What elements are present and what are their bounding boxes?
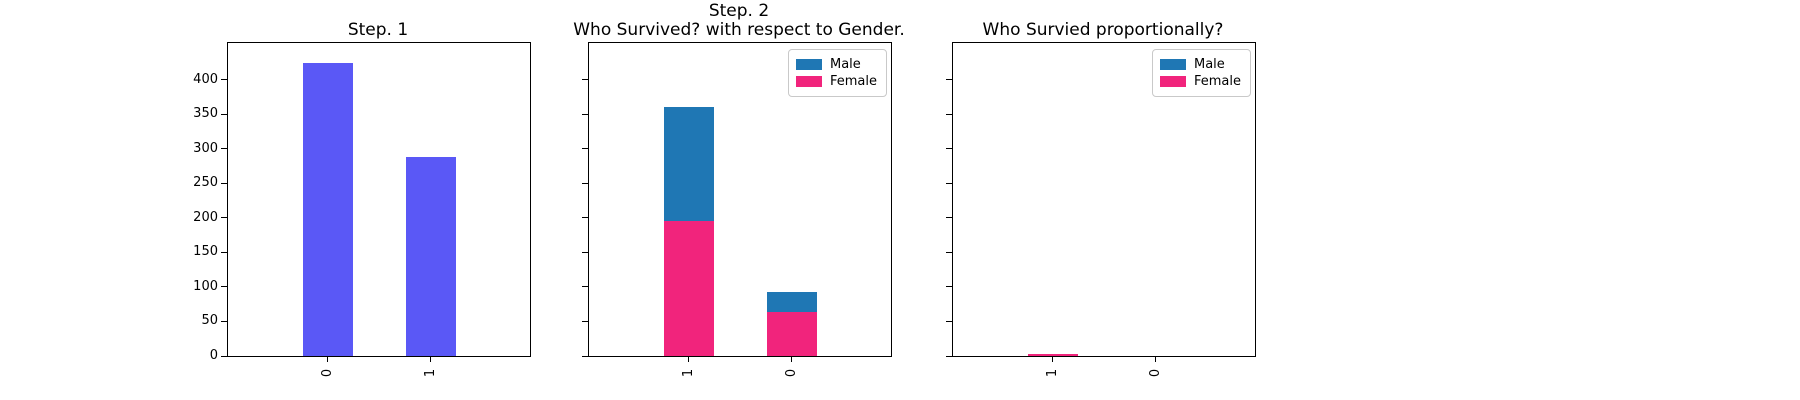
y-axis-tick (946, 182, 952, 184)
y-axis-tick (946, 251, 952, 253)
y-axis-tick (946, 320, 952, 322)
y-axis-tick-label: 150 (193, 244, 218, 260)
female-color-swatch (1159, 76, 1186, 87)
legend: Male Female (1151, 49, 1251, 97)
chart-step2: Step. 2 Who Survived? with respect to Ge… (573, 0, 905, 400)
y-axis-tick (221, 113, 227, 115)
plot-title-line2: Who Survived? with respect to Gender. (573, 20, 905, 40)
y-axis-tick-label: 300 (193, 140, 218, 156)
x-axis-tick (327, 356, 329, 362)
y-axis-tick (221, 286, 227, 288)
y-axis-tick (221, 355, 227, 357)
y-axis-tick-label: 200 (193, 209, 218, 225)
chart-step3: Who Survied proportionally? 1 0 Male Female (946, 0, 1256, 400)
x-axis-tick-label: 0 (319, 368, 335, 378)
y-axis-tick (221, 217, 227, 219)
plot-title-line1: Step. 2 (708, 1, 770, 21)
x-axis-tick-label: 0 (783, 368, 799, 378)
y-axis-tick-label: 0 (209, 348, 218, 363)
y-axis-tick (221, 251, 227, 253)
y-axis-tick (946, 217, 952, 219)
bar-segment-female-cat0 (766, 312, 817, 356)
y-axis-tick (582, 217, 588, 219)
bar-segment-male-cat0 (766, 291, 817, 313)
x-axis-tick (1155, 356, 1157, 362)
y-axis-tick (582, 148, 588, 150)
bar-cat1 (405, 157, 456, 356)
x-axis-tick (791, 356, 793, 362)
x-axis-tick (688, 356, 690, 362)
y-axis-tick (582, 113, 588, 115)
y-axis-tick (946, 113, 952, 115)
x-axis-tick-label: 1 (1044, 368, 1060, 378)
y-axis-tick (221, 320, 227, 322)
y-axis-tick (582, 286, 588, 288)
y-axis-tick (582, 79, 588, 81)
legend-label: Male (829, 57, 861, 72)
y-axis-tick (582, 251, 588, 253)
y-axis-tick (946, 286, 952, 288)
x-axis-tick-label: 1 (680, 368, 696, 378)
male-color-swatch (795, 59, 822, 70)
legend-label: Female (1193, 74, 1241, 89)
female-color-swatch (795, 76, 822, 87)
legend-item-female: Female (1159, 74, 1241, 89)
bar-segment-male-cat1 (663, 107, 714, 222)
y-axis-tick-label: 350 (193, 106, 218, 122)
plot-area: 1 0 Male Female (946, 42, 1256, 377)
male-color-swatch (1159, 59, 1186, 70)
y-axis-tick (946, 355, 952, 357)
y-axis-tick-label: 400 (193, 71, 218, 87)
legend: Male Female (787, 49, 887, 97)
plot-area: 0 50 100 150 200 250 300 350 400 0 1 (193, 42, 531, 377)
y-axis-tick (582, 182, 588, 184)
y-axis-tick-label: 250 (193, 175, 218, 191)
y-axis-tick (946, 79, 952, 81)
plot-area: 1 0 Male Female (582, 42, 892, 377)
plot-title: Step. 1 (347, 20, 409, 40)
legend-item-male: Male (795, 57, 877, 72)
x-axis-tick (1052, 356, 1054, 362)
plot-title: Who Survied proportionally? (982, 20, 1224, 40)
y-axis-tick (946, 148, 952, 150)
legend-item-male: Male (1159, 57, 1241, 72)
bar-cat0 (302, 63, 353, 356)
x-axis-tick-label: 1 (422, 368, 438, 378)
legend-label: Female (829, 74, 877, 89)
legend-label: Male (1193, 57, 1225, 72)
y-axis-tick (221, 148, 227, 150)
x-axis-tick-label: 0 (1147, 368, 1163, 378)
x-axis-tick (430, 356, 432, 362)
y-axis-tick (221, 79, 227, 81)
bar-segment-female-cat1 (663, 221, 714, 356)
y-axis-tick (582, 355, 588, 357)
legend-item-female: Female (795, 74, 877, 89)
y-axis-tick-label: 100 (193, 278, 218, 294)
chart-step1: Step. 1 0 50 100 150 200 250 300 350 400 0 1 (193, 0, 531, 400)
bar-sliver-cat1 (1027, 354, 1078, 356)
y-axis-tick (582, 320, 588, 322)
y-axis-tick-label: 50 (201, 313, 218, 329)
y-axis-tick (221, 182, 227, 184)
